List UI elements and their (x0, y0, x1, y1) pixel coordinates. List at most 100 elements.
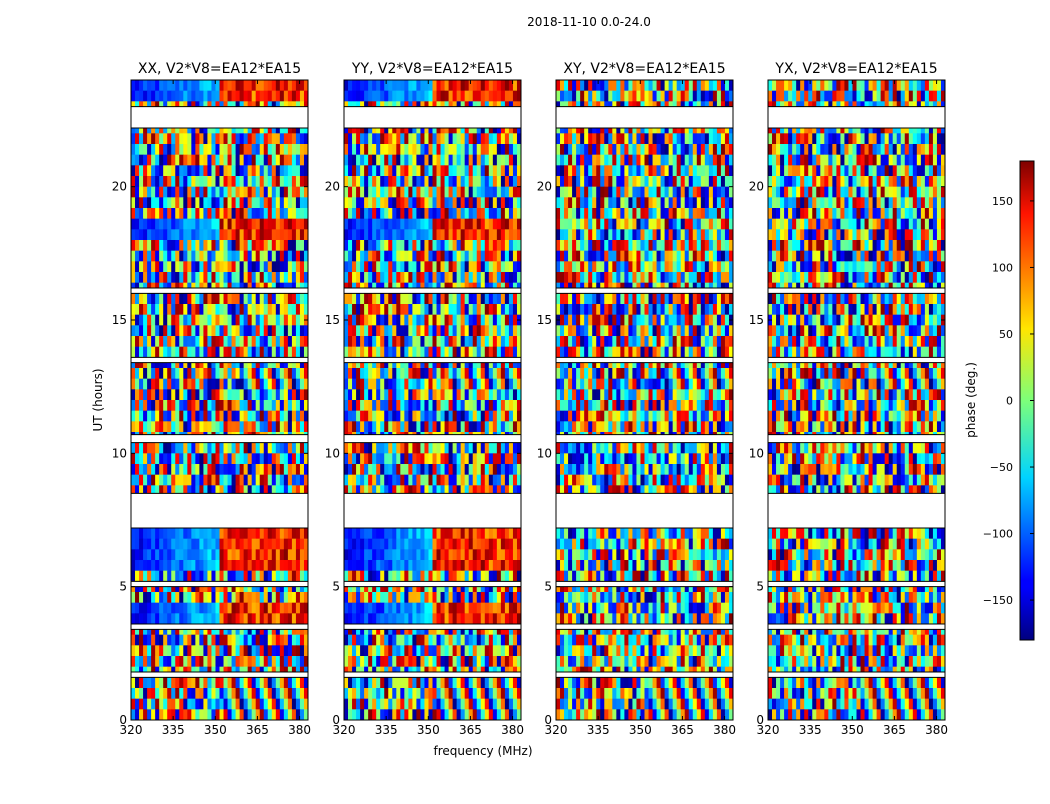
heatmap-cell (501, 475, 505, 486)
heatmap-cell (280, 677, 284, 688)
heatmap-cell (437, 539, 441, 550)
heatmap-cell (187, 165, 191, 176)
heatmap-cell (481, 315, 485, 326)
heatmap-cell (404, 592, 408, 603)
heatmap-cell (264, 635, 268, 646)
heatmap-cell (163, 240, 167, 251)
heatmap-cell (300, 272, 304, 283)
heatmap-cell (151, 219, 155, 230)
heatmap-cell (207, 656, 211, 667)
heatmap-cell (171, 261, 175, 272)
heatmap-cell (457, 165, 461, 176)
heatmap-cell (220, 571, 224, 582)
heatmap-cell (420, 421, 424, 432)
heatmap-cell (424, 272, 428, 283)
heatmap-cell (187, 293, 191, 304)
heatmap-cell (481, 165, 485, 176)
heatmap-cell (416, 411, 420, 422)
heatmap-cell (412, 368, 416, 379)
heatmap-cell (215, 304, 219, 315)
heatmap-cell (441, 176, 445, 187)
heatmap-cell (151, 240, 155, 251)
heatmap-cell (449, 603, 453, 614)
heatmap-cell (344, 400, 348, 411)
heatmap-cell (408, 80, 412, 91)
heatmap-cell (348, 293, 352, 304)
heatmap-cell (300, 325, 304, 336)
heatmap-cell (360, 251, 364, 262)
heatmap-cell (465, 549, 469, 560)
heatmap-cell (300, 528, 304, 539)
heatmap-cell (256, 261, 260, 272)
heatmap-cell (497, 592, 501, 603)
heatmap-cell (461, 261, 465, 272)
heatmap-cell (236, 549, 240, 560)
heatmap-cell (441, 453, 445, 464)
heatmap-cell (437, 133, 441, 144)
heatmap-cell (155, 421, 159, 432)
heatmap-cell (465, 208, 469, 219)
heatmap-cell (272, 677, 276, 688)
heatmap-cell (493, 411, 497, 422)
heatmap-cell (481, 571, 485, 582)
heatmap-cell (352, 603, 356, 614)
heatmap-cell (364, 315, 368, 326)
heatmap-cell (364, 261, 368, 272)
heatmap-cell (163, 411, 167, 422)
heatmap-cell (147, 411, 151, 422)
heatmap-cell (372, 528, 376, 539)
y-tick-label: 20 (112, 180, 127, 194)
heatmap-cell (207, 389, 211, 400)
heatmap-cell (296, 645, 300, 656)
heatmap-cell (392, 464, 396, 475)
heatmap-cell (228, 219, 232, 230)
heatmap-cell (211, 229, 215, 240)
heatmap-cell (477, 91, 481, 102)
heatmap-cell (445, 603, 449, 614)
heatmap-cell (485, 219, 489, 230)
heatmap-cell (513, 144, 517, 155)
heatmap-cell (240, 80, 244, 91)
heatmap-cell (473, 293, 477, 304)
heatmap-cell (171, 560, 175, 571)
heatmap-cell (191, 539, 195, 550)
heatmap-cell (481, 240, 485, 251)
heatmap-cell (268, 464, 272, 475)
heatmap-cell (252, 155, 256, 166)
heatmap-cell (244, 208, 248, 219)
heatmap-cell (183, 592, 187, 603)
heatmap-cell (151, 688, 155, 699)
heatmap-cell (147, 592, 151, 603)
heatmap-cell (473, 571, 477, 582)
heatmap-cell (469, 421, 473, 432)
heatmap-cell (272, 592, 276, 603)
heatmap-cell (131, 709, 135, 720)
heatmap-cell (465, 155, 469, 166)
heatmap-cell (477, 197, 481, 208)
heatmap-cell (400, 229, 404, 240)
heatmap-cell (260, 421, 264, 432)
heatmap-cell (135, 560, 139, 571)
heatmap-cell (284, 187, 288, 198)
heatmap-cell (501, 592, 505, 603)
heatmap-cell (465, 411, 469, 422)
heatmap-cell (280, 400, 284, 411)
heatmap-cell (420, 325, 424, 336)
heatmap-cell (195, 443, 199, 454)
heatmap-cell (428, 400, 432, 411)
heatmap-cell (240, 603, 244, 614)
heatmap-cell (473, 315, 477, 326)
heatmap-cell (171, 453, 175, 464)
heatmap-cell (501, 453, 505, 464)
heatmap-cell (404, 229, 408, 240)
heatmap-cell (228, 229, 232, 240)
heatmap-cell (300, 709, 304, 720)
heatmap-cell (428, 379, 432, 390)
heatmap-cell (513, 571, 517, 582)
heatmap-cell (372, 411, 376, 422)
heatmap-cell (441, 80, 445, 91)
heatmap-cell (408, 571, 412, 582)
heatmap-cell (408, 176, 412, 187)
heatmap-cell (469, 539, 473, 550)
heatmap-cell (256, 325, 260, 336)
